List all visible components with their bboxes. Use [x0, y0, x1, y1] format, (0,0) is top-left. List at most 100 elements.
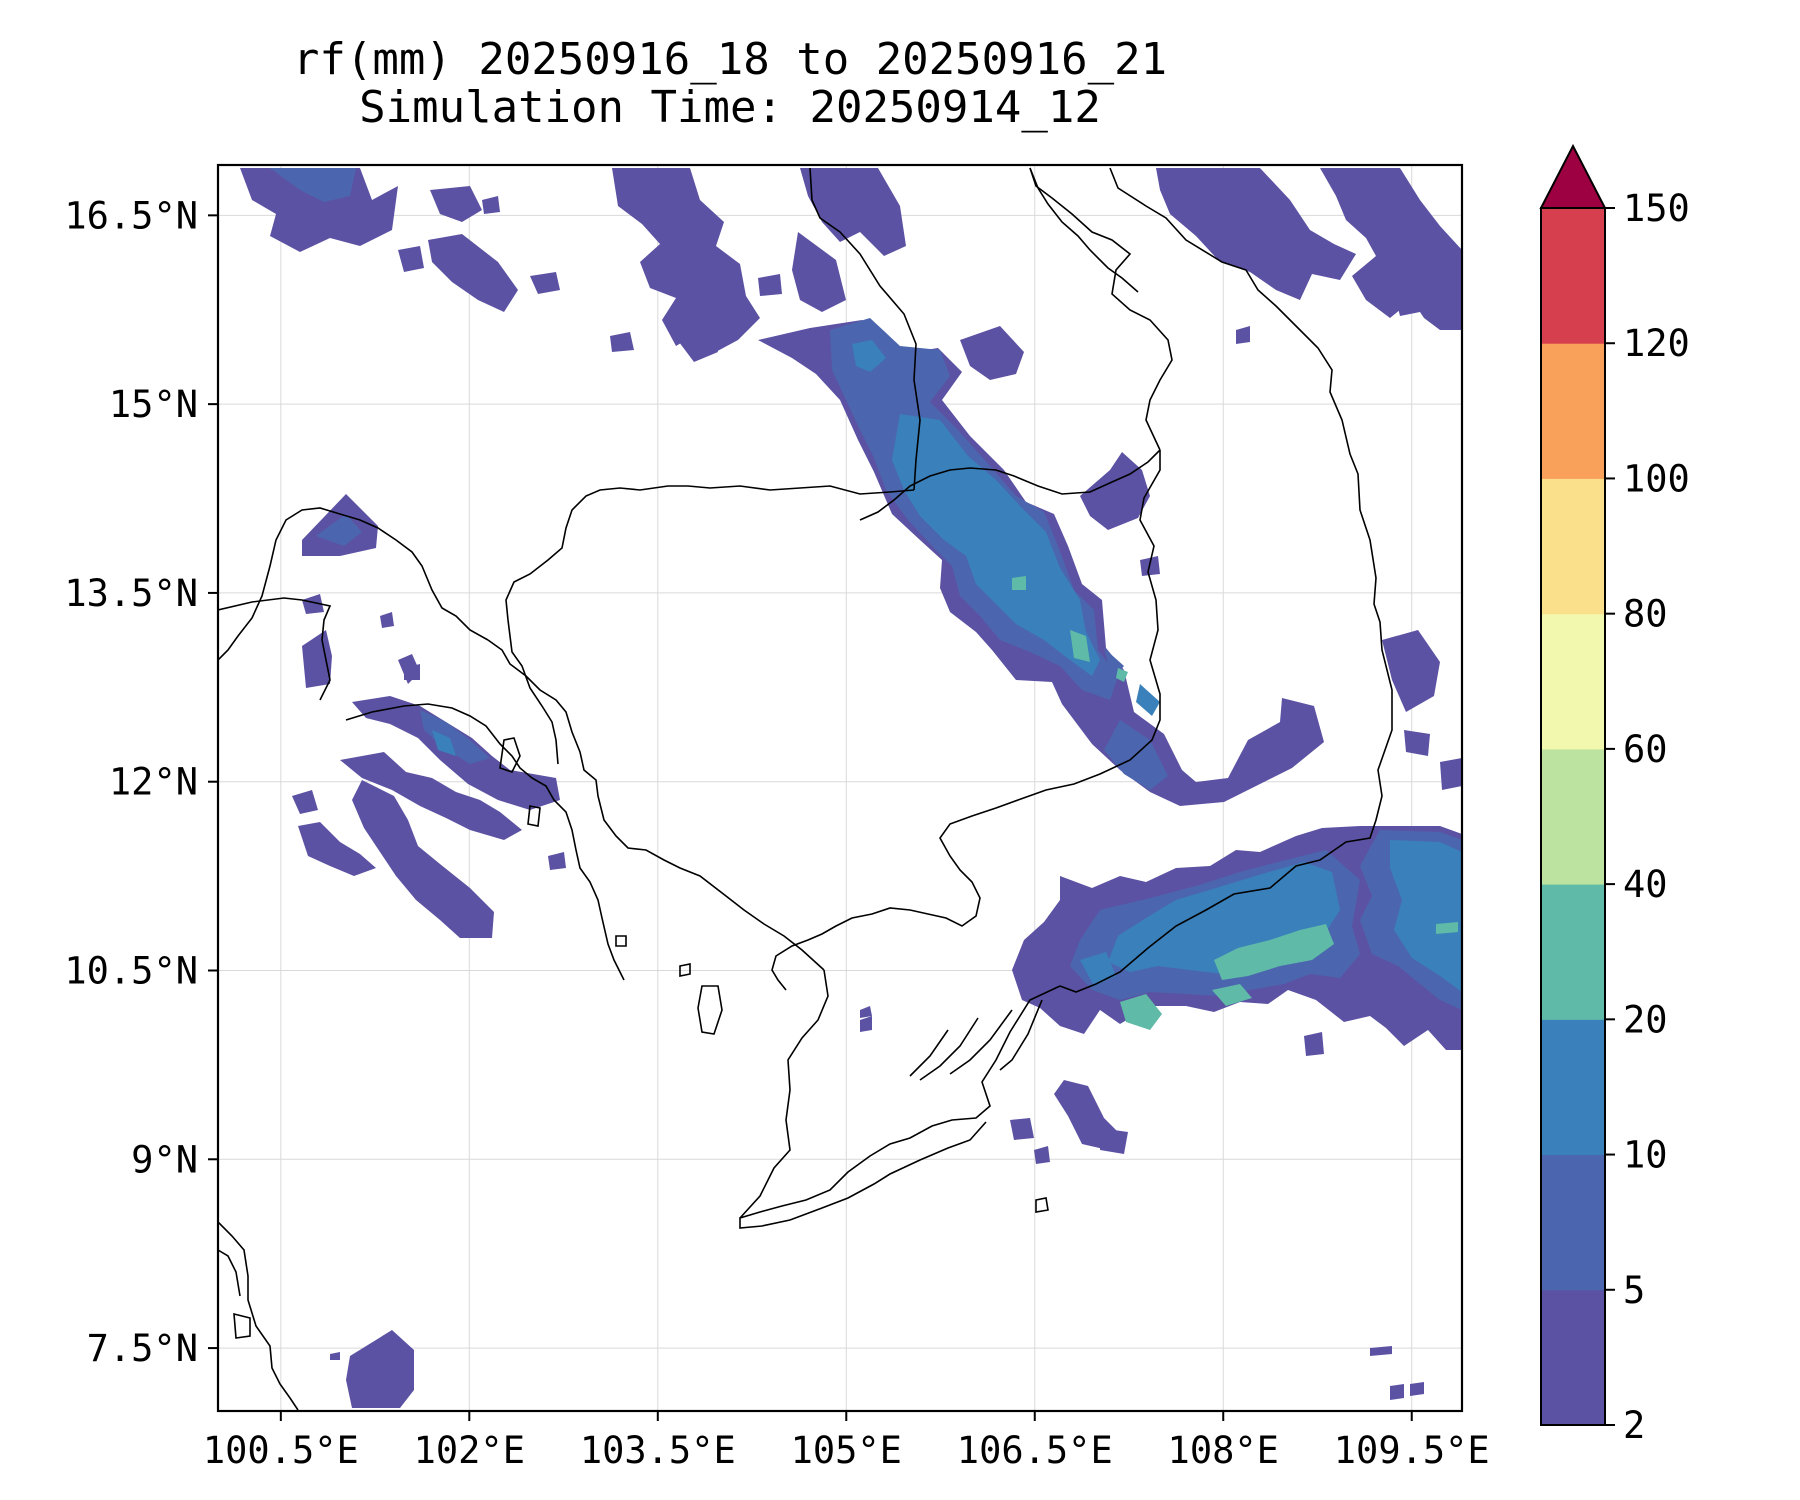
rain-cell: [420, 710, 490, 764]
rain-cell: [1100, 1128, 1128, 1154]
rain-cell: [1440, 758, 1462, 790]
longitude-axis: 100.5°E 102°E 103.5°E 105°E 106.5°E 108°E 109.…: [203, 1411, 1490, 1472]
rain-cell: [860, 1016, 872, 1032]
colorbar-tick-label: 100: [1623, 457, 1690, 500]
colorbar-tick-label: 10: [1623, 1134, 1668, 1177]
rain-cell: [1116, 668, 1128, 682]
rain-cell: [670, 322, 718, 362]
rain-cell: [302, 630, 332, 688]
lon-tick-label: 105°E: [791, 1429, 902, 1472]
colorbar-segment: [1541, 884, 1605, 1020]
colorbar-tick-label: 2: [1623, 1404, 1645, 1447]
rain-cell: [1382, 630, 1440, 712]
map-frame: [216, 163, 1464, 1413]
rain-cell: [860, 1006, 872, 1018]
thailand-gulf-coast: [218, 507, 489, 661]
lon-tick-label: 100.5°E: [203, 1429, 359, 1472]
map-title-line2: Simulation Time: 20250914_12: [359, 82, 1101, 133]
coastlines-and-borders: [218, 167, 1393, 1411]
rain-cell: [960, 326, 1024, 380]
lat-tick-label: 9°N: [131, 1138, 198, 1181]
rain-cell: [610, 332, 634, 352]
lat-tick-label: 7.5°N: [87, 1327, 198, 1370]
rain-cell: [298, 822, 376, 876]
rain-cell: [800, 168, 906, 256]
mekong-delta-coast: [739, 985, 1061, 1229]
colorbar-tick-label: 150: [1623, 187, 1690, 230]
rain-cell: [1050, 974, 1090, 1016]
rain-cell: [1048, 912, 1074, 932]
rain-cell: [292, 790, 318, 814]
rain-cell: [530, 272, 560, 294]
rain-cell: [1156, 168, 1356, 300]
lat-tick-label: 13.5°N: [64, 572, 198, 615]
lon-tick-label: 108°E: [1168, 1429, 1279, 1472]
rain-cell: [1212, 984, 1252, 1006]
thai-east-coast: [345, 703, 625, 981]
rain-20-40mm: [1012, 576, 1458, 1030]
map-panel: 100.5°E 102°E 103.5°E 105°E 106.5°E 108°E 109.…: [64, 163, 1490, 1472]
rain-cell: [340, 752, 522, 840]
colorbar-segment: [1541, 613, 1605, 750]
thailand-cambodia-border-west: [218, 597, 332, 701]
island-coastal: [615, 935, 627, 947]
rain-cell: [1214, 924, 1334, 980]
lat-tick-label: 12°N: [109, 761, 198, 804]
colorbar-tick-label: 5: [1623, 1269, 1645, 1312]
rain-cell: [1396, 294, 1420, 316]
rain-cell: [1120, 994, 1162, 1030]
colorbar-extend-arrow: [1539, 143, 1607, 209]
colorbar-segment: [1541, 343, 1605, 479]
lat-tick-label: 10.5°N: [64, 949, 198, 992]
cambodia-vietnam-border: [771, 450, 1161, 991]
rain-cell: [380, 612, 394, 628]
rain-cell: [482, 196, 500, 214]
rain-cell: [1034, 1146, 1050, 1164]
ca-mau-west-coast: [739, 969, 829, 1219]
rain-cell: [1436, 922, 1458, 934]
vietnam-coastline: [1059, 167, 1393, 993]
island-coastal: [1035, 1197, 1049, 1213]
colorbar-segment: [1541, 1019, 1605, 1156]
delta-channel: [919, 1017, 979, 1081]
rain-cell: [1404, 730, 1430, 756]
rain-cell: [1320, 168, 1462, 330]
delta-channel: [999, 999, 1043, 1071]
rain-cell: [316, 514, 362, 546]
delta-channel: [949, 1009, 1013, 1075]
island-phu-quoc: [697, 985, 723, 1035]
rain-cell: [302, 594, 324, 614]
rain-cell: [432, 730, 456, 756]
thailand-malaysia-region: [218, 1249, 241, 1297]
rain-cell: [428, 234, 518, 312]
colorbar-segment: [1541, 748, 1605, 885]
map-title-line1: rf(mm) 20250916_18 to 20250916_21: [292, 34, 1168, 85]
cambodia-coast: [487, 639, 825, 971]
laos-vietnam-border: [1029, 167, 1173, 451]
rain-cell: [1012, 576, 1026, 590]
rain-cell: [1080, 952, 1116, 986]
lon-tick-label: 102°E: [414, 1429, 525, 1472]
rain-cell: [240, 168, 398, 252]
rain-cell: [758, 274, 782, 296]
colorbar-tick-label: 20: [1623, 998, 1668, 1041]
colorbar: 2 5 10 20 40 60 80 100 120 150: [1539, 143, 1690, 1447]
rain-cell: [330, 1352, 340, 1360]
colorbar-tick-label: 40: [1623, 863, 1668, 906]
rain-cell: [1410, 1382, 1424, 1396]
rain-cell: [1104, 648, 1124, 680]
thai-southern-coast: [218, 1221, 299, 1411]
colorbar-segment: [1541, 1154, 1605, 1291]
latitude-axis: 7.5°N 9°N 10.5°N 12°N 13.5°N 15°N 16.5°N: [64, 194, 218, 1370]
rain-cell: [1136, 684, 1160, 716]
rain-cell: [1390, 1384, 1404, 1400]
rain-cell: [792, 232, 846, 312]
rain-cell: [612, 168, 760, 354]
lon-tick-label: 106.5°E: [957, 1429, 1113, 1472]
rain-cell: [270, 168, 356, 202]
rain-cell: [398, 246, 424, 272]
colorbar-segment: [1541, 208, 1605, 344]
colorbar-segment: [1541, 478, 1605, 615]
rain-cell: [1304, 1032, 1324, 1056]
island-koh-chang: [527, 805, 541, 827]
